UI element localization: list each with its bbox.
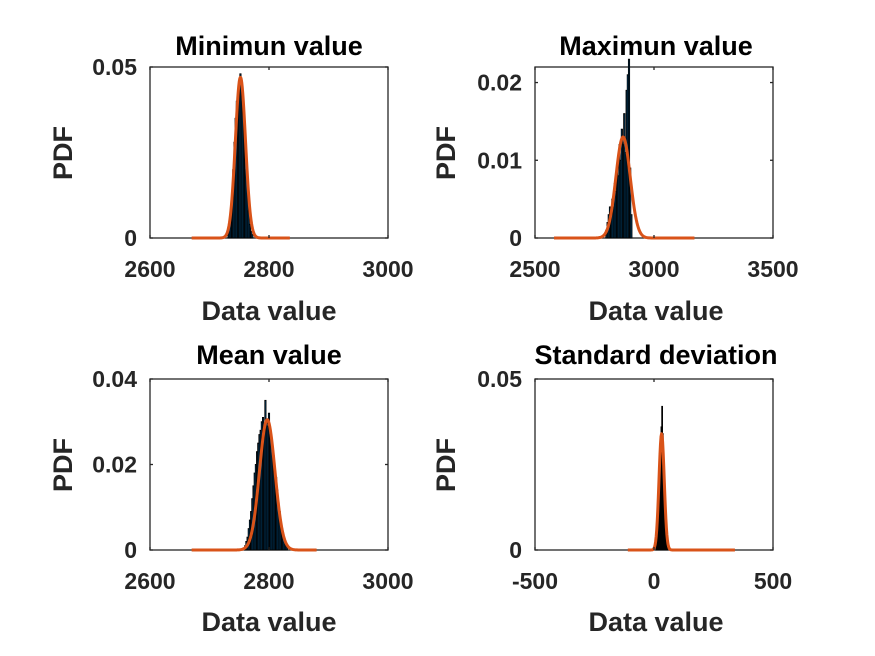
x-tick-label: 3000 bbox=[628, 256, 679, 282]
y-tick-label: 0.01 bbox=[477, 147, 522, 173]
y-tick-label: 0.02 bbox=[477, 70, 522, 96]
y-tick-label: 0 bbox=[509, 225, 522, 251]
y-tick-label: 0.05 bbox=[92, 54, 137, 80]
fit-curve bbox=[626, 432, 736, 552]
x-tick-label: 3000 bbox=[362, 568, 413, 594]
axes-frame bbox=[534, 378, 774, 551]
histogram-bar bbox=[251, 234, 254, 239]
fit-curve bbox=[190, 418, 318, 552]
x-tick-label: 2600 bbox=[124, 568, 175, 594]
subplot-minimum-value: Minimun value Data value PDF 2600 2800 300… bbox=[48, 31, 414, 326]
subplot-title: Mean value bbox=[196, 340, 342, 370]
y-tick-label: 0.02 bbox=[92, 452, 137, 478]
x-tick-label: 3500 bbox=[747, 256, 798, 282]
subplot-title: Standard deviation bbox=[534, 340, 777, 370]
fit-curve bbox=[190, 75, 291, 240]
subplot-mean-value: Mean value Data value PDF 2600 2800 3000 0 0… bbox=[48, 340, 414, 637]
histogram-bar bbox=[630, 214, 633, 239]
x-tick-label: 0 bbox=[648, 568, 661, 594]
x-tick-label: 3000 bbox=[362, 256, 413, 282]
x-axis-label: Data value bbox=[588, 296, 723, 326]
subplot-title: Minimun value bbox=[175, 31, 363, 61]
x-axis-label: Data value bbox=[588, 607, 723, 637]
y-tick-label: 0 bbox=[509, 537, 522, 563]
histogram-bar bbox=[627, 58, 631, 239]
y-tick-label: 0.04 bbox=[92, 366, 137, 392]
x-axis-label: Data value bbox=[201, 296, 336, 326]
y-axis-label: PDF bbox=[431, 126, 461, 180]
y-tick-label: 0.05 bbox=[477, 366, 522, 392]
x-tick-label: 2800 bbox=[243, 256, 294, 282]
y-tick-label: 0 bbox=[124, 225, 137, 251]
x-axis-label: Data value bbox=[201, 607, 336, 637]
y-axis-label: PDF bbox=[431, 438, 461, 492]
x-tick-label: 2800 bbox=[243, 568, 294, 594]
x-tick-label: 500 bbox=[754, 568, 792, 594]
y-tick-label: 0 bbox=[124, 537, 137, 563]
x-tick-label: 2600 bbox=[124, 256, 175, 282]
subplot-standard-deviation: Standard deviation Data value PDF -500 0 5… bbox=[431, 340, 792, 637]
x-tick-label: -500 bbox=[512, 568, 558, 594]
subplot-title: Maximun value bbox=[559, 31, 753, 61]
fit-curve bbox=[553, 135, 696, 240]
axes-frame bbox=[149, 66, 389, 239]
y-axis-label: PDF bbox=[48, 126, 78, 180]
subplot-maximum-value: Maximun value Data value PDF 2500 3000 350… bbox=[431, 31, 799, 326]
axes-frame bbox=[534, 66, 774, 239]
y-axis-label: PDF bbox=[48, 438, 78, 492]
x-tick-label: 2500 bbox=[509, 256, 560, 282]
